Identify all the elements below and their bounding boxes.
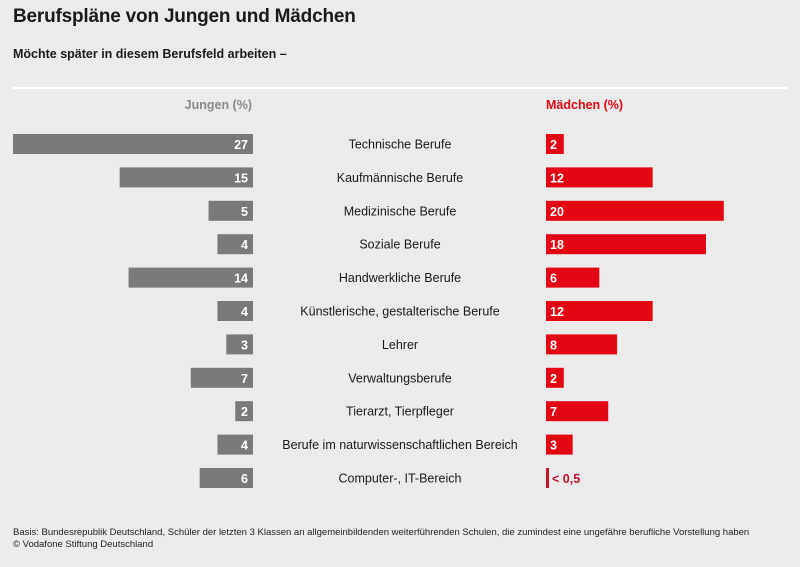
value-label-maedchen: 8 bbox=[550, 338, 557, 352]
category-label: Computer-, IT-Bereich bbox=[339, 472, 462, 486]
value-label-maedchen: 20 bbox=[550, 205, 564, 219]
bar-jungen bbox=[217, 234, 253, 255]
bar-jungen bbox=[199, 468, 253, 488]
bar-jungen bbox=[190, 367, 253, 388]
value-label-jungen: 4 bbox=[241, 305, 248, 319]
bar-maedchen bbox=[546, 468, 549, 488]
bar-jungen bbox=[119, 167, 254, 188]
bar-maedchen bbox=[546, 334, 618, 355]
category-label: Handwerkliche Berufe bbox=[339, 271, 461, 285]
value-label-maedchen: 18 bbox=[550, 238, 564, 252]
bar-maedchen bbox=[546, 301, 653, 321]
bar-jungen bbox=[217, 434, 253, 455]
category-label: Tierarzt, Tierpfleger bbox=[346, 405, 454, 419]
value-label-maedchen: 12 bbox=[550, 171, 564, 185]
legend-jungen: Jungen (%) bbox=[184, 98, 252, 112]
category-label: Soziale Berufe bbox=[359, 238, 440, 252]
category-label: Lehrer bbox=[382, 338, 418, 352]
footnote-basis: Basis: Bundesrepublik Deutschland, Schül… bbox=[13, 527, 750, 538]
bar-jungen bbox=[217, 301, 253, 321]
value-label-jungen: 15 bbox=[234, 171, 248, 185]
value-label-maedchen: 6 bbox=[550, 272, 557, 286]
footnote-source: © Vodafone Stiftung Deutschland bbox=[13, 539, 154, 550]
bar-maedchen bbox=[546, 267, 600, 288]
value-label-maedchen: 2 bbox=[550, 372, 557, 386]
category-label: Verwaltungsberufe bbox=[348, 371, 452, 385]
bar-jungen bbox=[208, 200, 253, 221]
value-label-jungen: 14 bbox=[234, 272, 248, 286]
bar-maedchen bbox=[546, 200, 724, 221]
bar-jungen bbox=[235, 401, 253, 422]
bar-jungen bbox=[128, 267, 253, 288]
bar-jungen bbox=[226, 334, 253, 355]
value-label-jungen: 27 bbox=[234, 138, 248, 152]
footer: Basis: Bundesrepublik Deutschland, Schül… bbox=[13, 527, 793, 551]
bar-maedchen bbox=[546, 434, 573, 455]
category-label: Berufe im naturwissenschaftlichen Bereic… bbox=[282, 438, 518, 452]
category-label: Kaufmännische Berufe bbox=[337, 171, 464, 185]
bar-maedchen bbox=[546, 167, 653, 188]
value-label-jungen: 4 bbox=[241, 238, 248, 252]
value-label-maedchen: 2 bbox=[550, 138, 557, 152]
category-label: Medizinische Berufe bbox=[344, 204, 457, 218]
bar-maedchen bbox=[546, 367, 564, 388]
chart-subtitle: Möchte später in diesem Berufsfeld arbei… bbox=[13, 47, 287, 61]
bar-maedchen bbox=[546, 401, 609, 422]
bar-maedchen bbox=[546, 134, 564, 154]
value-label-jungen: 2 bbox=[241, 405, 248, 419]
category-label: Künstlerische, gestalterische Berufe bbox=[300, 305, 499, 319]
value-label-maedchen: 7 bbox=[550, 405, 557, 419]
value-label-maedchen: 12 bbox=[550, 305, 564, 319]
value-label-jungen: 3 bbox=[241, 338, 248, 352]
value-label-maedchen: < 0,5 bbox=[552, 472, 580, 486]
bar-jungen bbox=[13, 134, 253, 154]
bar-maedchen bbox=[546, 234, 706, 255]
value-label-jungen: 5 bbox=[241, 205, 248, 219]
value-label-jungen: 7 bbox=[241, 372, 248, 386]
category-label: Technische Berufe bbox=[349, 138, 452, 152]
value-label-jungen: 4 bbox=[241, 439, 248, 453]
value-label-maedchen: 3 bbox=[550, 439, 557, 453]
chart-title: Berufspläne von Jungen und Mädchen bbox=[13, 6, 356, 27]
legend-maedchen: Mädchen (%) bbox=[546, 98, 624, 112]
divider bbox=[13, 87, 787, 89]
value-label-jungen: 6 bbox=[241, 472, 248, 486]
